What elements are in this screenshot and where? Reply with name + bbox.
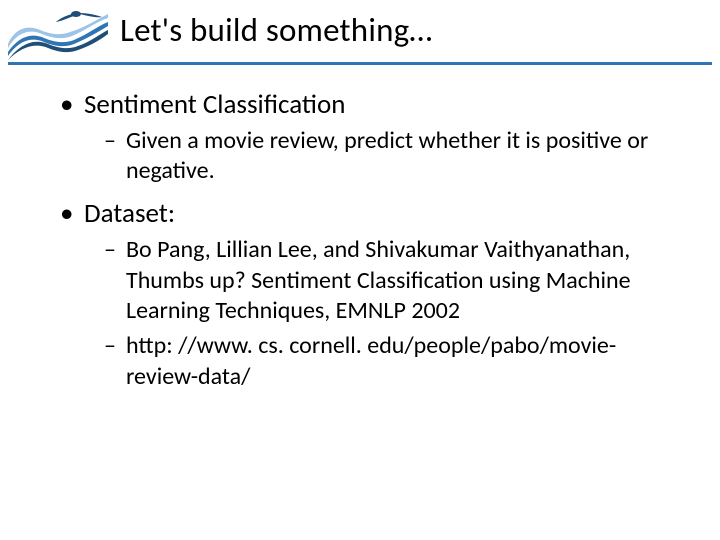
slide-header: Let's build something… [0,0,720,70]
slide-content: Sentiment Classification Given a movie r… [0,70,720,393]
slide-title: Let's build something… [120,10,432,50]
bullet-label: Sentiment Classification [84,88,345,121]
sub-bullet-item: http: //www. cs. cornell. edu/people/pab… [104,331,680,392]
sub-bullet-list: Bo Pang, Lillian Lee, and Shivakumar Vai… [104,235,680,393]
wave-logo-icon [8,4,108,60]
sub-bullet-item: Bo Pang, Lillian Lee, and Shivakumar Vai… [104,235,680,327]
sub-bullet-item: Given a movie review, predict whether it… [104,126,680,187]
sub-bullet-list: Given a movie review, predict whether it… [104,126,680,187]
slide: { "title": "Let's build something…", "co… [0,0,720,540]
bullet-item: Dataset: Bo Pang, Lillian Lee, and Shiva… [60,197,680,392]
bullet-list: Sentiment Classification Given a movie r… [60,88,680,393]
bullet-item: Sentiment Classification Given a movie r… [60,88,680,187]
bullet-label: Dataset: [84,197,175,230]
title-underline [8,62,712,65]
